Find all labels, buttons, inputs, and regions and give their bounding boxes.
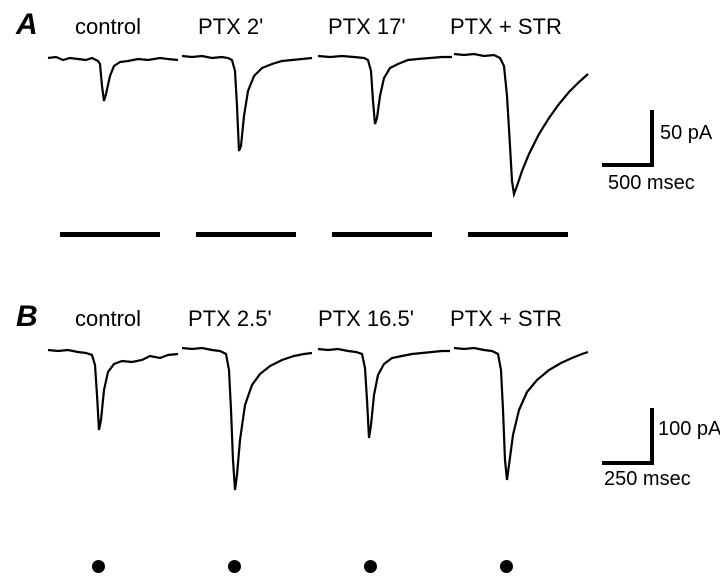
panel-b-label-ptx25: PTX 2.5' — [188, 306, 272, 332]
panel-b-trace-ptx165 — [318, 340, 458, 510]
panel-a-trace-ptx17 — [318, 46, 458, 206]
panel-a-scale-y-label: 50 pA — [660, 122, 712, 145]
panel-a-stim-bar-1 — [60, 232, 160, 237]
panel-b-scale-x-label: 250 msec — [604, 468, 691, 491]
panel-a-label-control: control — [75, 14, 141, 40]
panel-a-scalebar — [602, 110, 672, 180]
panel-b-trace-ptx25 — [182, 340, 317, 510]
panel-a-stim-bar-4 — [468, 232, 568, 237]
panel-a-trace-ptxstr — [454, 46, 594, 216]
panel-a-scale-x-label: 500 msec — [608, 172, 695, 195]
panel-a-stim-bar-2 — [196, 232, 296, 237]
panel-b-trace-ptxstr — [454, 340, 594, 510]
panel-a-label-ptx2: PTX 2' — [198, 14, 263, 40]
panel-b-stim-dot-4 — [500, 560, 513, 573]
panel-b-stim-dot-1 — [92, 560, 105, 573]
panel-a-trace-control — [48, 46, 183, 206]
panel-a-stim-bar-3 — [332, 232, 432, 237]
panel-b-letter: B — [16, 300, 38, 334]
panel-a-label-ptx17: PTX 17' — [328, 14, 406, 40]
panel-a-letter: A — [16, 8, 38, 42]
figure-container: A control PTX 2' PTX 17' PTX + STR 50 pA… — [0, 0, 720, 588]
panel-b-scale-y-label: 100 pA — [658, 418, 720, 441]
panel-b-trace-control — [48, 340, 183, 510]
panel-b-label-control: control — [75, 306, 141, 332]
panel-b-label-ptx165: PTX 16.5' — [318, 306, 414, 332]
panel-a-label-ptxstr: PTX + STR — [450, 14, 562, 40]
panel-b-stim-dot-3 — [364, 560, 377, 573]
panel-b-stim-dot-2 — [228, 560, 241, 573]
panel-b-label-ptxstr: PTX + STR — [450, 306, 562, 332]
panel-a-trace-ptx2 — [182, 46, 317, 206]
